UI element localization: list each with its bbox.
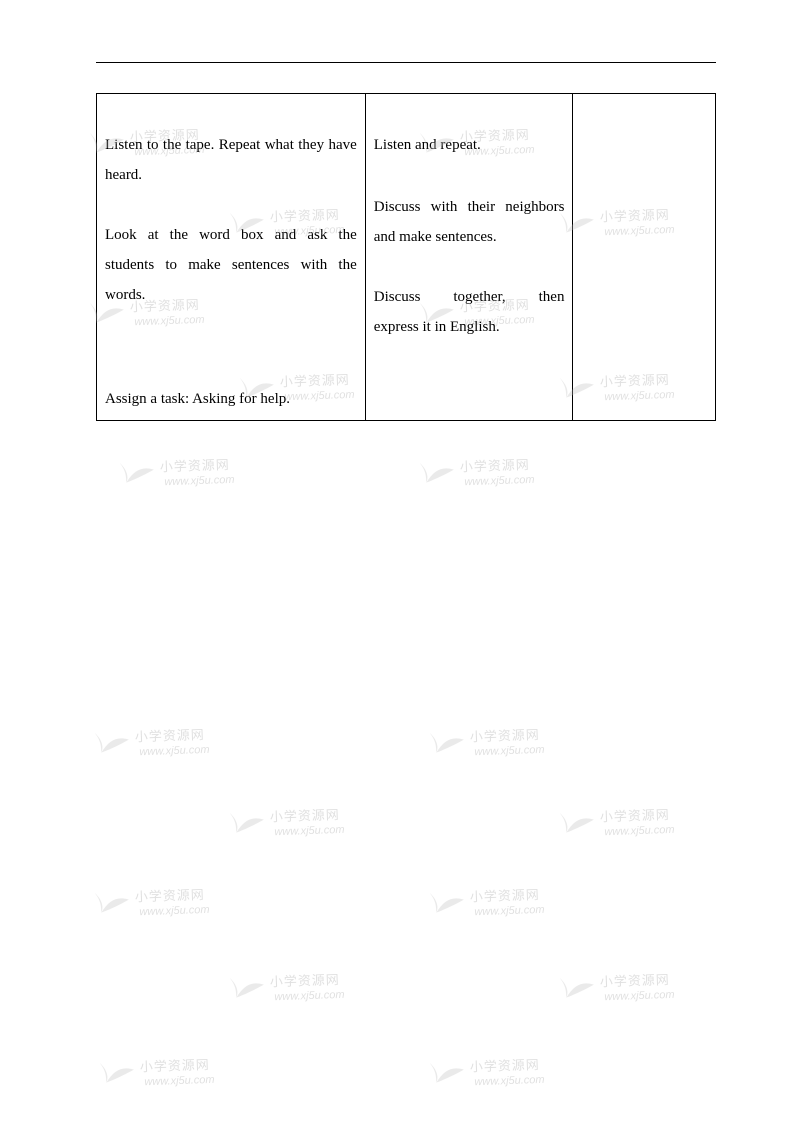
svg-text:www.xj5u.com: www.xj5u.com [474, 1074, 545, 1088]
watermark: 小学资源网 www.xj5u.com [94, 877, 255, 927]
col2-paragraph-2: Discuss with their neighbors and make se… [374, 192, 565, 252]
svg-text:小学资源网: 小学资源网 [600, 972, 670, 989]
svg-text:小学资源网: 小学资源网 [460, 457, 530, 474]
watermark: 小学资源网 www.xj5u.com [229, 797, 390, 847]
svg-text:www.xj5u.com: www.xj5u.com [274, 989, 345, 1003]
svg-text:小学资源网: 小学资源网 [135, 727, 205, 744]
cell-notes [573, 94, 716, 421]
watermark: 小学资源网 www.xj5u.com [94, 717, 255, 767]
col1-paragraph-3: Assign a task: Asking for help. [105, 384, 357, 414]
document-page: Listen to the tape. Repeat what they hav… [0, 0, 800, 1132]
svg-text:www.xj5u.com: www.xj5u.com [474, 904, 545, 918]
svg-text:小学资源网: 小学资源网 [160, 457, 230, 474]
svg-text:小学资源网: 小学资源网 [135, 887, 205, 904]
svg-text:小学资源网: 小学资源网 [270, 807, 340, 824]
watermark: 小学资源网 www.xj5u.com [559, 962, 720, 1012]
watermark: 小学资源网 www.xj5u.com [429, 877, 590, 927]
svg-text:小学资源网: 小学资源网 [270, 972, 340, 989]
cell-students: Listen and repeat. Discuss with their ne… [365, 94, 573, 421]
svg-text:www.xj5u.com: www.xj5u.com [139, 744, 210, 758]
col1-paragraph-1: Listen to the tape. Repeat what they hav… [105, 130, 357, 190]
svg-text:www.xj5u.com: www.xj5u.com [164, 474, 235, 488]
svg-text:www.xj5u.com: www.xj5u.com [139, 904, 210, 918]
svg-text:www.xj5u.com: www.xj5u.com [144, 1074, 215, 1088]
col2-paragraph-1: Listen and repeat. [374, 130, 565, 160]
col2-paragraph-3-line2: express it in English. [374, 312, 565, 342]
col2-paragraph-3-line1: Discuss together, then [374, 282, 565, 312]
watermark: 小学资源网 www.xj5u.com [429, 1047, 590, 1097]
watermark: 小学资源网 www.xj5u.com [429, 717, 590, 767]
svg-text:小学资源网: 小学资源网 [600, 807, 670, 824]
watermark: 小学资源网 www.xj5u.com [559, 797, 720, 847]
watermark: 小学资源网 www.xj5u.com [229, 962, 390, 1012]
watermark: 小学资源网 www.xj5u.com [119, 447, 280, 497]
svg-text:www.xj5u.com: www.xj5u.com [604, 824, 675, 838]
svg-text:小学资源网: 小学资源网 [470, 887, 540, 904]
svg-text:小学资源网: 小学资源网 [470, 727, 540, 744]
top-horizontal-rule [96, 62, 716, 63]
svg-text:www.xj5u.com: www.xj5u.com [274, 824, 345, 838]
col1-paragraph-2: Look at the word box and ask the student… [105, 220, 357, 310]
lesson-plan-table: Listen to the tape. Repeat what they hav… [96, 93, 716, 421]
table-row: Listen to the tape. Repeat what they hav… [97, 94, 716, 421]
cell-teacher: Listen to the tape. Repeat what they hav… [97, 94, 366, 421]
svg-text:www.xj5u.com: www.xj5u.com [474, 744, 545, 758]
svg-text:小学资源网: 小学资源网 [470, 1057, 540, 1074]
watermark: 小学资源网 www.xj5u.com [99, 1047, 260, 1097]
svg-text:www.xj5u.com: www.xj5u.com [464, 474, 535, 488]
watermark: 小学资源网 www.xj5u.com [419, 447, 580, 497]
svg-text:www.xj5u.com: www.xj5u.com [604, 989, 675, 1003]
svg-text:小学资源网: 小学资源网 [140, 1057, 210, 1074]
